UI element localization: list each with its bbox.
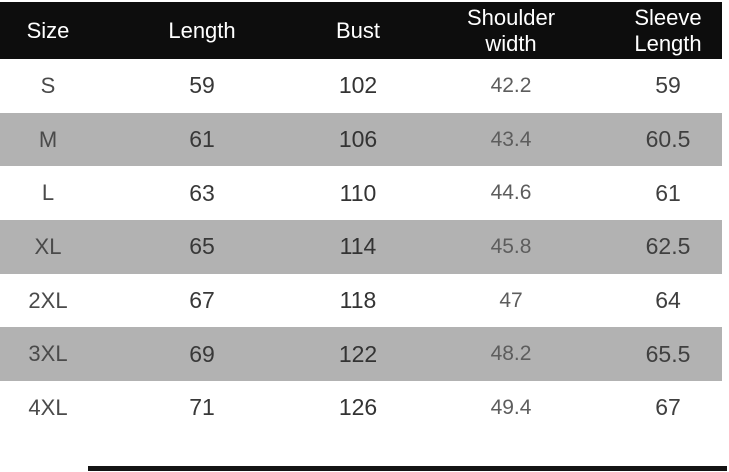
cell-sleeve-length: 62.5 (645, 233, 691, 260)
size-chart-table: Size Length Bust Shoulder width Sleeve L… (0, 2, 722, 435)
cell-shoulder-width: 47 (499, 288, 523, 312)
cell-bust: 122 (338, 340, 378, 367)
cell-size: M (38, 126, 58, 152)
cell-bust: 118 (339, 287, 377, 314)
table-header-row: Size Length Bust Shoulder width Sleeve L… (0, 2, 722, 59)
table-row: 2XL 67 118 47 64 (0, 273, 722, 328)
cell-length: 61 (189, 126, 215, 153)
cell-size: 4XL (28, 394, 68, 420)
cell-size: 3XL (28, 341, 68, 367)
cell-sleeve-length: 60.5 (645, 126, 691, 153)
cell-bust: 102 (338, 72, 378, 99)
column-header-size-label: Size (26, 17, 70, 43)
cell-size: L (41, 180, 55, 206)
bottom-cropped-bar (88, 466, 727, 471)
column-header-size: Size (0, 18, 96, 44)
table-row: XL 65 114 45.8 62.5 (0, 220, 722, 274)
cell-shoulder-width: 42.2 (490, 73, 532, 97)
cell-shoulder-width: 48.2 (490, 342, 532, 366)
column-header-sleeve-length: Sleeve Length (614, 5, 722, 57)
table-row: 3XL 69 122 48.2 65.5 (0, 327, 722, 382)
cell-shoulder-width: 45.8 (490, 234, 532, 258)
column-header-bust-label: Bust (335, 17, 381, 43)
cell-length: 69 (189, 340, 215, 367)
cell-size: S (40, 72, 56, 98)
cell-length: 59 (189, 72, 215, 99)
cell-size: XL (34, 233, 62, 259)
cell-sleeve-length: 67 (655, 394, 681, 421)
cell-bust: 110 (339, 179, 377, 206)
cell-shoulder-width: 44.6 (490, 181, 532, 205)
cell-sleeve-length: 61 (655, 179, 681, 206)
cell-sleeve-length: 59 (655, 72, 681, 99)
cell-shoulder-width: 43.4 (490, 127, 532, 151)
cell-length: 63 (189, 179, 215, 206)
cell-length: 67 (189, 287, 215, 314)
cell-length: 71 (189, 394, 215, 421)
cell-size: 2XL (28, 287, 68, 313)
table-row: 4XL 71 126 49.4 67 (0, 381, 722, 435)
cell-bust: 106 (338, 126, 378, 153)
cell-bust: 114 (339, 233, 377, 260)
column-header-sleeve-length-label: Sleeve Length (634, 4, 702, 56)
cell-length: 65 (189, 233, 215, 260)
column-header-bust: Bust (308, 18, 408, 44)
cell-bust: 126 (338, 394, 378, 421)
column-header-shoulder-width: Shoulder width (408, 5, 614, 57)
table-row: L 63 110 44.6 61 (0, 166, 722, 221)
table-row: M 61 106 43.4 60.5 (0, 112, 722, 167)
cell-sleeve-length: 64 (655, 287, 681, 314)
cell-shoulder-width: 49.4 (490, 395, 532, 419)
column-header-shoulder-width-label: Shoulder width (466, 4, 556, 56)
column-header-length: Length (96, 18, 308, 44)
table-row: S 59 102 42.2 59 (0, 59, 722, 113)
column-header-length-label: Length (168, 17, 236, 43)
cell-sleeve-length: 65.5 (645, 340, 691, 367)
